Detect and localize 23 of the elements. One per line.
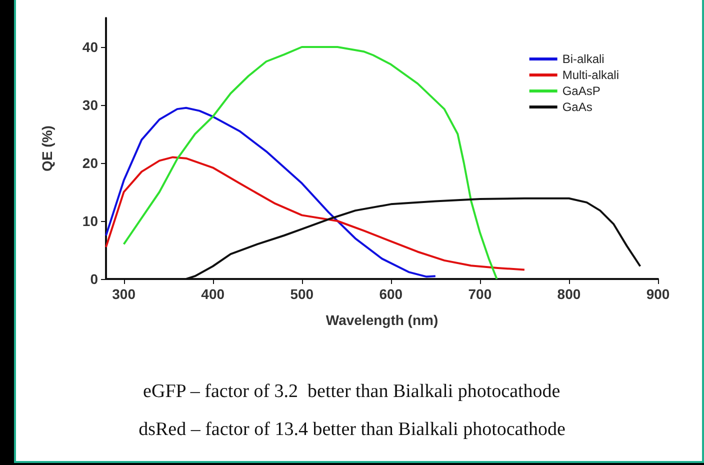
y-tick-label: 30	[82, 97, 98, 113]
y-tick-label: 0	[90, 271, 98, 287]
x-tick-label: 800	[557, 286, 581, 302]
line-series	[122, 46, 498, 280]
line-series	[105, 156, 526, 271]
x-axis-title: Wavelength (nm)	[326, 312, 438, 328]
legend-label: GaAs	[562, 100, 592, 114]
y-tick-label: 10	[82, 213, 98, 229]
x-tick-label: 700	[468, 286, 492, 302]
legend-label: Bi-alkali	[562, 52, 604, 66]
text: dsRed – factor of 13.4 better than Bialkali photocathode	[138, 419, 566, 440]
text: eGFP – factor of 3.2 better than Bialkali photocathode	[143, 381, 560, 402]
line-series	[105, 106, 436, 278]
y-tick-label: 20	[82, 155, 98, 171]
x-tick-label: 300	[112, 286, 136, 302]
x-tick-label: 600	[379, 286, 403, 302]
x-tick-label: 900	[646, 286, 670, 302]
x-tick-label: 500	[290, 286, 314, 302]
x-tick-label: 400	[201, 286, 225, 302]
legend-label: Multi-alkali	[562, 68, 620, 82]
y-tick-label: 40	[82, 39, 98, 55]
y-axis-title: QE (%)	[39, 126, 55, 172]
legend-label: GaAsP	[562, 84, 600, 98]
